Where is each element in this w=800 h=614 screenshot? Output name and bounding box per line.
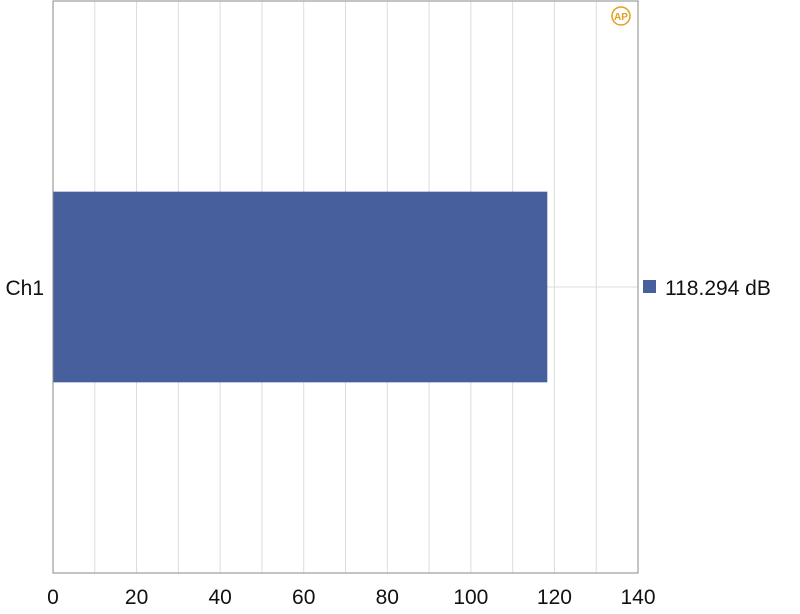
x-tick-label: 40 bbox=[208, 586, 231, 609]
value-label: 118.294 dB bbox=[665, 277, 771, 300]
y-tick-label: Ch1 bbox=[5, 277, 44, 300]
x-tick-label: 140 bbox=[620, 586, 655, 609]
value-legend: 118.294 dB bbox=[643, 277, 771, 300]
x-tick-label: 120 bbox=[537, 586, 572, 609]
logo-text: AP bbox=[614, 12, 628, 23]
y-axis-labels: Ch1 bbox=[5, 277, 44, 300]
bar-ch1 bbox=[53, 191, 548, 383]
legend-swatch bbox=[643, 280, 656, 293]
logo-circle bbox=[611, 6, 631, 26]
x-axis-ticks: 0 20 40 60 80 100 120 140 bbox=[47, 586, 655, 609]
plot-frame bbox=[52, 0, 639, 574]
x-tick-label: 100 bbox=[453, 586, 488, 609]
ap-logo-icon: AP bbox=[611, 6, 631, 26]
x-tick-label: 80 bbox=[376, 586, 399, 609]
x-tick-label: 0 bbox=[47, 586, 59, 609]
x-tick-label: 60 bbox=[292, 586, 315, 609]
x-tick-label: 20 bbox=[125, 586, 148, 609]
bars bbox=[53, 191, 548, 383]
